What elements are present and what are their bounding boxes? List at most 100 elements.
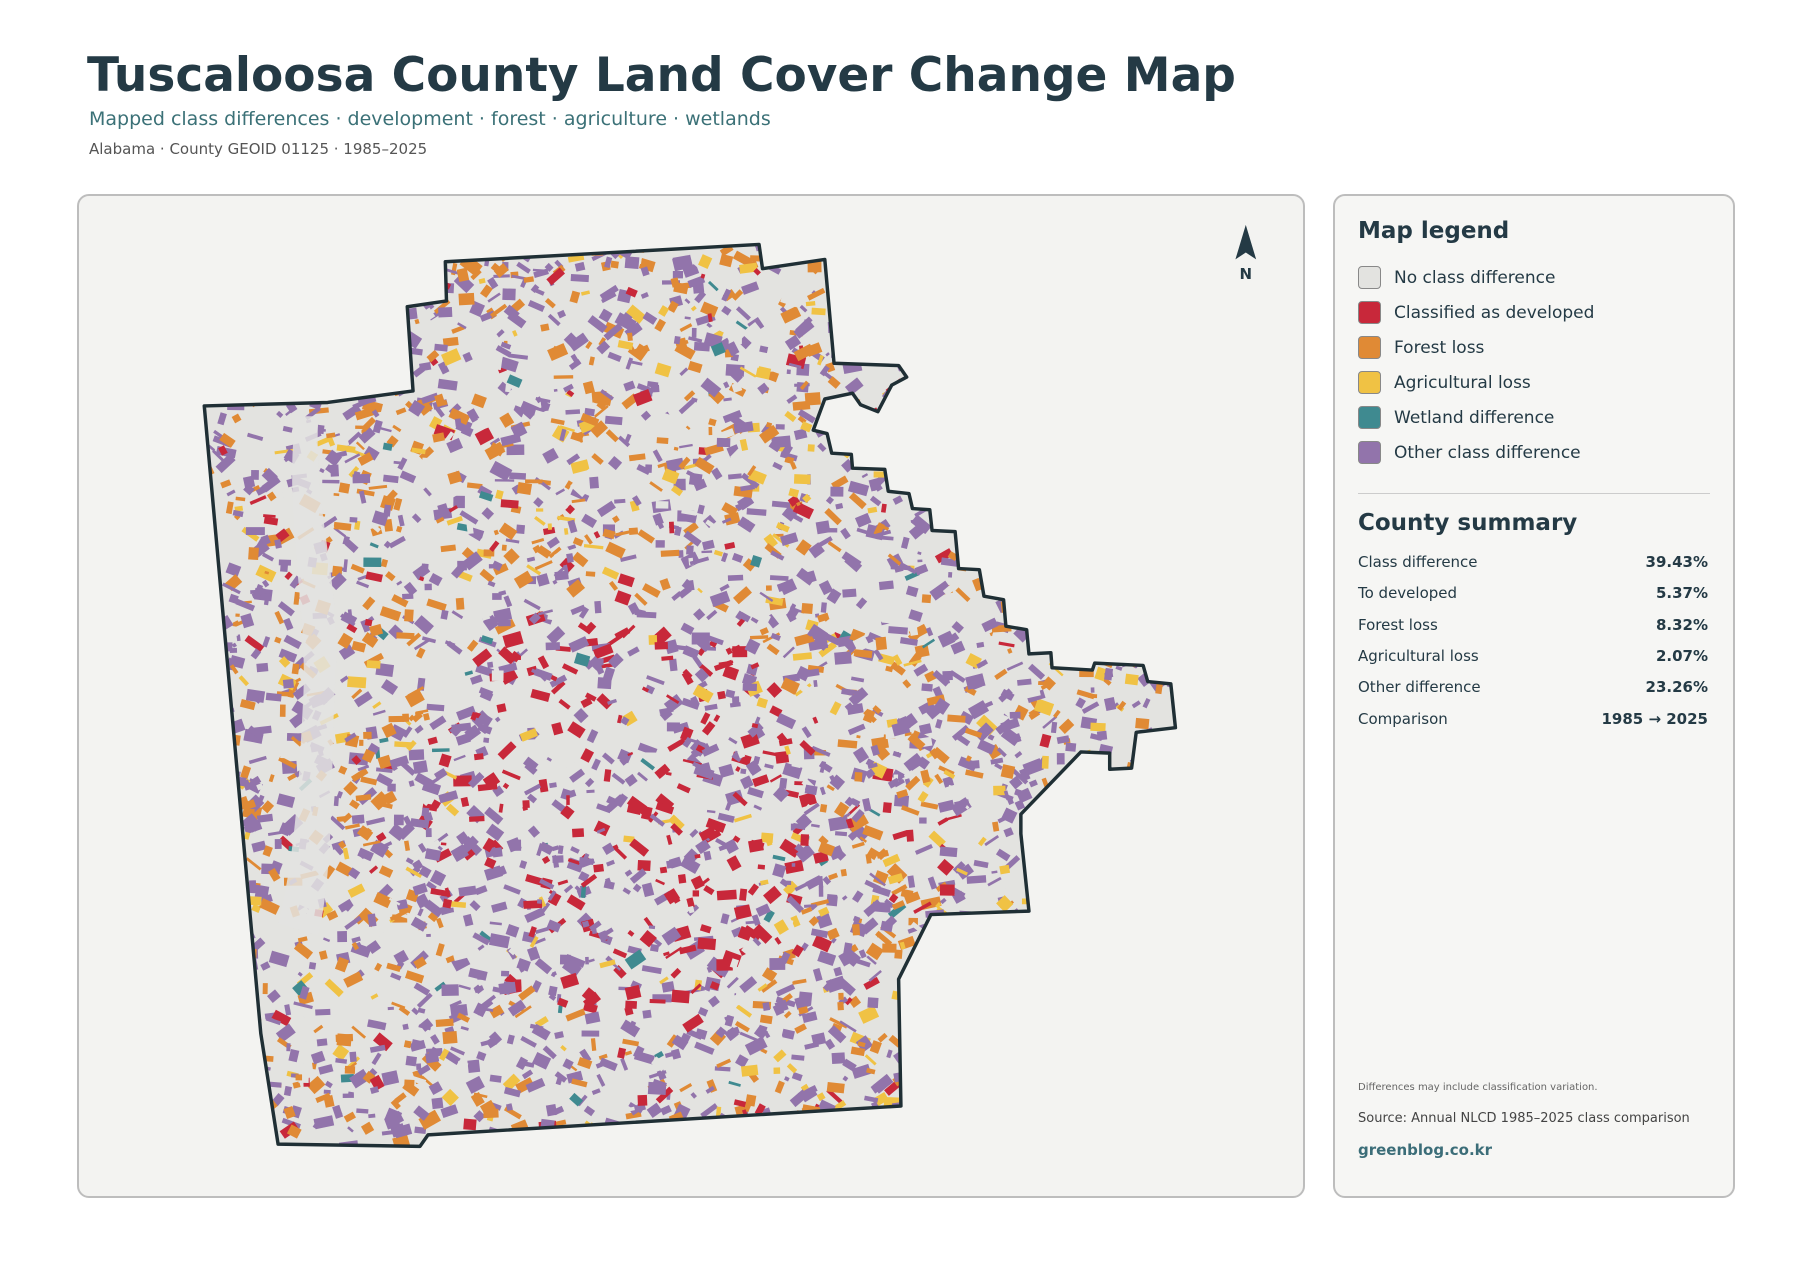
patch bbox=[275, 528, 290, 543]
patch bbox=[642, 311, 658, 325]
patch bbox=[928, 1154, 934, 1161]
patch bbox=[754, 1138, 774, 1143]
patch bbox=[1032, 496, 1052, 510]
patch bbox=[1161, 524, 1176, 538]
patch bbox=[1060, 1035, 1074, 1047]
patch bbox=[357, 574, 369, 581]
patch bbox=[950, 321, 957, 329]
patch bbox=[1061, 287, 1076, 302]
patch bbox=[975, 1004, 986, 1017]
patch bbox=[1123, 905, 1141, 919]
patch bbox=[646, 675, 665, 686]
patch bbox=[786, 1148, 800, 1160]
patch bbox=[1067, 564, 1082, 573]
patch bbox=[495, 489, 504, 500]
patch bbox=[275, 1023, 296, 1043]
legend-panel: Map legend No class difference Classified… bbox=[1333, 194, 1735, 1198]
patch bbox=[281, 337, 298, 349]
patch bbox=[299, 302, 319, 317]
patch bbox=[971, 1011, 982, 1022]
patch bbox=[997, 950, 1018, 965]
patch bbox=[708, 1120, 728, 1135]
patch bbox=[472, 648, 493, 667]
patch bbox=[598, 308, 613, 323]
patch bbox=[1007, 648, 1013, 654]
patch bbox=[585, 956, 589, 965]
patch bbox=[616, 509, 633, 525]
patch bbox=[922, 1107, 938, 1120]
patch bbox=[287, 359, 301, 374]
patch bbox=[489, 1004, 505, 1019]
patch bbox=[870, 447, 883, 458]
patch bbox=[1171, 542, 1176, 551]
patch bbox=[500, 499, 519, 509]
patch bbox=[372, 374, 391, 379]
patch bbox=[462, 836, 483, 856]
patch bbox=[722, 409, 743, 424]
patch bbox=[1079, 1031, 1098, 1048]
patch bbox=[1009, 983, 1015, 991]
patch bbox=[997, 399, 1021, 422]
patch bbox=[322, 479, 340, 484]
patch bbox=[1033, 1156, 1045, 1167]
patch bbox=[483, 865, 503, 881]
patch bbox=[786, 394, 798, 404]
patch bbox=[396, 822, 415, 841]
patch bbox=[583, 543, 604, 550]
patch bbox=[1015, 316, 1028, 328]
patch bbox=[983, 244, 994, 254]
patch bbox=[962, 375, 972, 387]
patch bbox=[204, 823, 211, 828]
patch bbox=[265, 1016, 282, 1026]
patch bbox=[329, 815, 346, 831]
patch bbox=[625, 304, 647, 324]
patch bbox=[996, 273, 1003, 280]
patch bbox=[991, 1047, 1011, 1062]
patch bbox=[675, 244, 685, 247]
patch bbox=[235, 1157, 254, 1167]
patch bbox=[265, 253, 270, 258]
patch bbox=[1169, 480, 1176, 490]
north-arrow bbox=[1235, 224, 1257, 260]
patch bbox=[956, 437, 974, 452]
patch bbox=[696, 1124, 702, 1131]
patch bbox=[251, 326, 263, 338]
patch bbox=[580, 1148, 593, 1157]
patch bbox=[220, 851, 229, 862]
patch bbox=[1089, 853, 1097, 860]
patch bbox=[979, 253, 990, 265]
patch bbox=[204, 350, 213, 363]
patch bbox=[258, 1110, 274, 1116]
patch bbox=[622, 1038, 640, 1047]
patch bbox=[204, 782, 216, 792]
patch bbox=[739, 1131, 758, 1137]
patch bbox=[255, 287, 273, 304]
patch bbox=[204, 1001, 225, 1022]
patch bbox=[667, 244, 676, 246]
patch bbox=[649, 481, 663, 492]
patch bbox=[584, 534, 593, 545]
patch bbox=[998, 961, 1018, 981]
patch bbox=[634, 541, 645, 551]
patch bbox=[870, 322, 880, 331]
patch bbox=[842, 432, 858, 443]
patch bbox=[427, 736, 438, 745]
divider bbox=[1358, 493, 1710, 494]
patch bbox=[634, 1152, 642, 1164]
patch bbox=[1138, 1094, 1157, 1107]
patch bbox=[1046, 900, 1064, 911]
patch bbox=[1034, 918, 1050, 934]
patch bbox=[351, 936, 361, 943]
patch bbox=[1011, 482, 1031, 501]
patch bbox=[966, 521, 976, 532]
patch bbox=[1017, 678, 1032, 686]
patch bbox=[993, 785, 1006, 796]
patch bbox=[1177, 719, 1194, 735]
patch bbox=[665, 771, 672, 776]
patch bbox=[923, 363, 941, 372]
patch bbox=[1145, 1049, 1153, 1055]
patch bbox=[408, 714, 416, 722]
patch bbox=[304, 271, 309, 280]
patch bbox=[1064, 1024, 1085, 1034]
patch bbox=[800, 834, 810, 846]
